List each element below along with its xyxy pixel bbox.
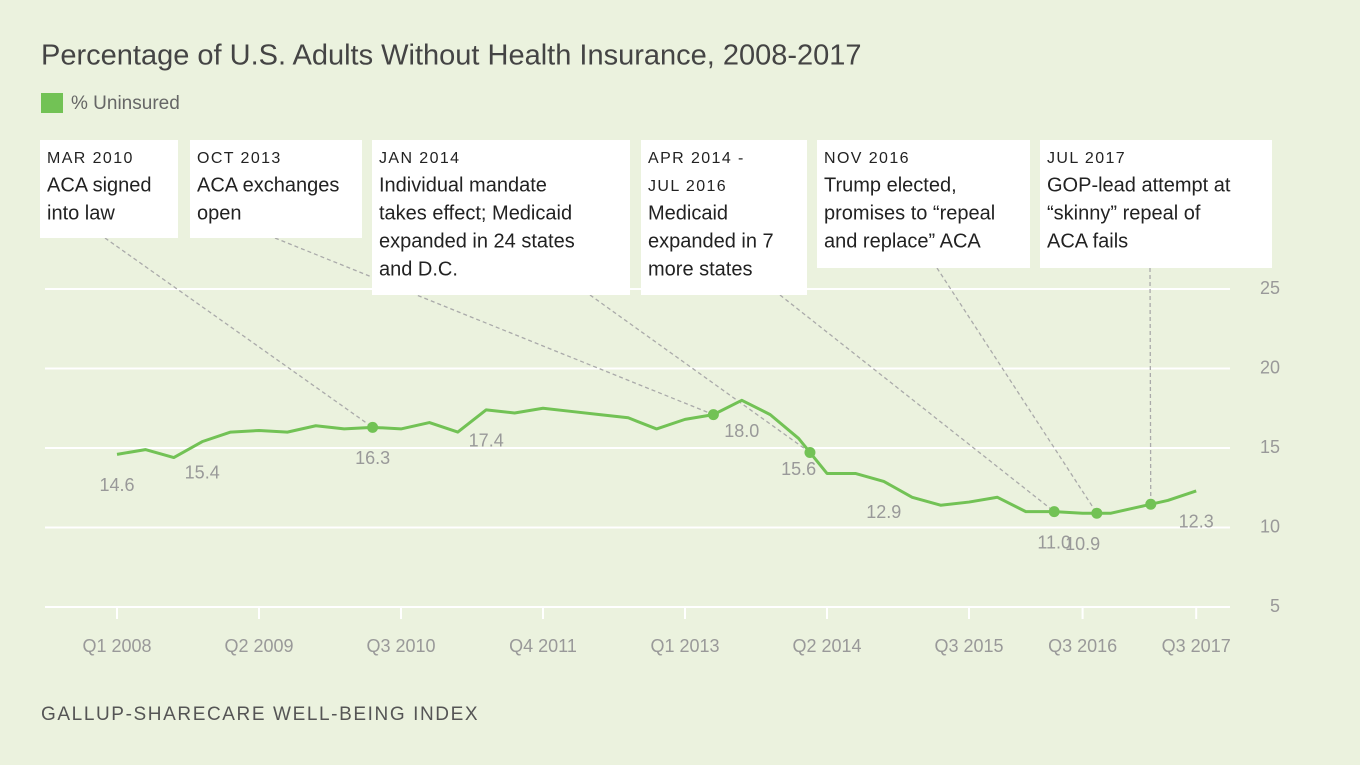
x-tick-label: Q1 2008 xyxy=(82,636,151,656)
annotation-dot xyxy=(804,446,816,458)
x-tick-label: Q1 2013 xyxy=(650,636,719,656)
annotation-box xyxy=(40,140,178,238)
annotation-dot xyxy=(707,409,719,421)
annotation-date: NOV 2016 xyxy=(824,150,910,167)
annotation-dot xyxy=(1145,498,1157,510)
annotation-text: open xyxy=(197,202,242,224)
y-tick-label: 5 xyxy=(1270,596,1280,616)
data-label: 15.6 xyxy=(781,459,816,479)
annotation-box xyxy=(817,140,1030,268)
annotation-date: APR 2014 - xyxy=(648,150,745,167)
annotation-dot xyxy=(367,421,379,433)
data-label: 12.3 xyxy=(1179,512,1214,532)
data-label: 15.4 xyxy=(185,462,220,482)
x-tick-label: Q3 2016 xyxy=(1048,636,1117,656)
x-tick-label: Q4 2011 xyxy=(509,636,577,656)
annotation-text: promises to “repeal xyxy=(824,202,995,224)
annotation-pointer xyxy=(779,294,1055,513)
annotation-text: Individual mandate xyxy=(379,174,547,196)
data-label: 16.3 xyxy=(355,448,390,468)
y-tick-label: 10 xyxy=(1260,516,1280,536)
annotation-text: expanded in 7 xyxy=(648,230,774,252)
line xyxy=(116,398,1197,515)
annotation-text: ACA fails xyxy=(1047,230,1128,252)
legend-label: % Uninsured xyxy=(71,93,180,114)
annotation-box xyxy=(190,140,362,238)
annotation-pointer xyxy=(589,294,811,453)
x-tick-label: Q3 2017 xyxy=(1162,636,1231,656)
annotation-text: expanded in 24 states xyxy=(379,230,575,252)
annotation-date: OCT 2013 xyxy=(197,150,282,167)
annotation-text: ACA signed xyxy=(47,174,152,196)
x-tick-label: Q2 2014 xyxy=(792,636,861,656)
source: GALLUP-SHARECARE WELL-BEING INDEX xyxy=(41,704,479,725)
y-tick-label: 25 xyxy=(1260,278,1280,298)
annotation-text: more states xyxy=(648,258,752,280)
annotation-box xyxy=(1040,140,1272,268)
annotation-text: takes effect; Medicaid xyxy=(379,202,572,224)
data-label: 10.9 xyxy=(1065,534,1100,554)
legend-swatch xyxy=(41,93,63,113)
annotation-text: into law xyxy=(47,202,115,224)
annotation-date: JUL 2017 xyxy=(1047,150,1126,167)
annotation-box xyxy=(372,140,630,295)
x-tick-label: Q3 2010 xyxy=(366,636,435,656)
annotation-pointer xyxy=(1149,267,1152,505)
annotation-text: and replace” ACA xyxy=(824,230,981,252)
annotation-text: “skinny” repeal of xyxy=(1047,202,1201,224)
annotation-date: JAN 2014 xyxy=(379,150,460,167)
annotation-box xyxy=(641,140,807,295)
x-tick-label: Q3 2015 xyxy=(934,636,1003,656)
annotation-text: ACA exchanges xyxy=(197,174,339,196)
data-label: 14.6 xyxy=(99,475,134,495)
annotation-text: Medicaid xyxy=(648,202,728,224)
annotation-pointer xyxy=(104,237,373,428)
annotation-pointer xyxy=(274,237,714,416)
y-tick-label: 15 xyxy=(1260,437,1280,457)
chart-title: Percentage of U.S. Adults Without Health… xyxy=(41,40,862,72)
annotation-text: and D.C. xyxy=(379,258,458,280)
data-label: 17.4 xyxy=(469,431,504,451)
annotation-dot xyxy=(1091,507,1103,519)
annotation-text: Trump elected, xyxy=(824,174,957,196)
data-label: 12.9 xyxy=(866,502,901,522)
annotation-date: MAR 2010 xyxy=(47,150,134,167)
annotation-date: JUL 2016 xyxy=(648,178,727,195)
x-tick-label: Q2 2009 xyxy=(224,636,293,656)
y-tick-label: 20 xyxy=(1260,357,1280,377)
data-label: 18.0 xyxy=(724,421,759,441)
annotation-text: GOP-lead attempt at xyxy=(1047,174,1231,196)
annotation-dot xyxy=(1048,506,1060,518)
data-label: 11.0 xyxy=(1037,532,1071,552)
